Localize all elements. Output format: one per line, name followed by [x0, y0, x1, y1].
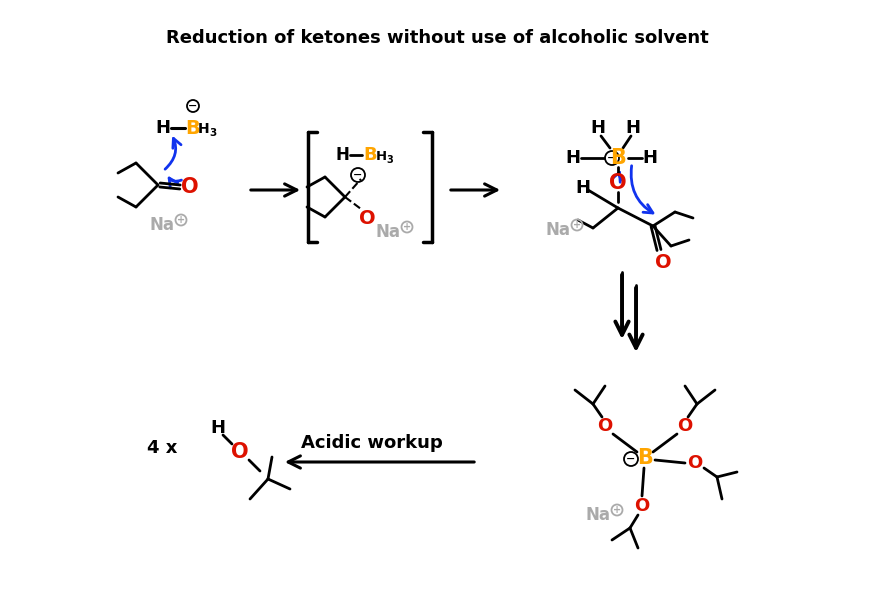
Text: H: H [565, 149, 580, 167]
Text: −: − [627, 454, 635, 464]
Text: Reduction of ketones without use of alcoholic solvent: Reduction of ketones without use of alco… [166, 29, 708, 47]
Text: O: O [635, 497, 649, 515]
Text: H: H [156, 119, 170, 137]
Text: O: O [597, 417, 613, 435]
Text: Na: Na [376, 223, 400, 241]
Text: O: O [181, 177, 198, 197]
Text: 3: 3 [386, 155, 393, 165]
Text: O: O [677, 417, 692, 435]
Text: −: − [353, 170, 363, 180]
Text: −: − [188, 101, 198, 111]
Text: 4 x: 4 x [147, 439, 177, 457]
Text: B: B [364, 146, 377, 164]
Text: H: H [642, 149, 657, 167]
Text: O: O [687, 454, 703, 472]
Text: +: + [613, 505, 621, 515]
Text: H: H [198, 122, 210, 136]
Text: B: B [637, 448, 653, 468]
Text: Na: Na [545, 221, 571, 239]
Text: +: + [177, 215, 185, 225]
Text: +: + [403, 222, 411, 232]
Text: H: H [591, 119, 606, 137]
Text: +: + [573, 220, 581, 230]
Text: O: O [609, 173, 627, 193]
Text: H: H [575, 179, 591, 197]
Text: Acidic workup: Acidic workup [302, 434, 443, 452]
Text: −: − [607, 153, 617, 163]
Text: Na: Na [149, 216, 175, 234]
Text: H: H [626, 119, 641, 137]
Text: O: O [655, 252, 671, 272]
Text: B: B [610, 148, 626, 168]
Text: B: B [185, 119, 200, 137]
Text: O: O [232, 442, 249, 462]
Text: O: O [358, 210, 375, 229]
Text: H: H [211, 419, 225, 437]
Text: Na: Na [586, 506, 611, 524]
Text: 3: 3 [210, 128, 217, 138]
Text: H: H [335, 146, 349, 164]
Text: H: H [376, 150, 386, 162]
